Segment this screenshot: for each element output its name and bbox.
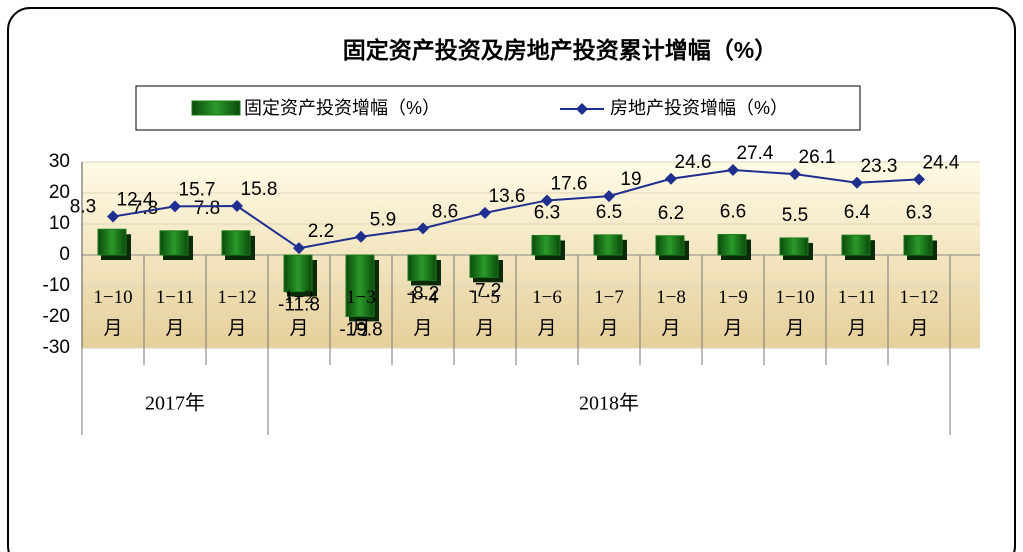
marker: [727, 164, 739, 177]
x-tick-label: 1−4 月: [408, 287, 438, 339]
marker: [169, 200, 181, 213]
data-label: 6.6: [720, 202, 746, 223]
data-label: 6.2: [658, 203, 684, 224]
bar: [97, 228, 127, 256]
data-label: -19.8: [339, 319, 382, 340]
y-tick-label: -20: [43, 306, 70, 327]
group-label: 2017年: [145, 392, 205, 415]
bar: [531, 234, 561, 256]
marker: [107, 210, 119, 223]
data-label: -11.8: [278, 295, 320, 316]
y-tick-label: 0: [59, 244, 70, 265]
marker: [479, 206, 491, 219]
bar: [903, 234, 933, 256]
legend: [135, 85, 861, 131]
data-label: 7.8: [132, 198, 158, 219]
data-label: 15.7: [179, 179, 216, 200]
y-tick-label: 20: [49, 182, 70, 203]
legend-label: 房地产投资增幅（%）: [610, 98, 788, 118]
data-label: 26.1: [799, 147, 836, 168]
bar: [655, 235, 685, 256]
marker: [851, 176, 863, 189]
y-tick-label: 30: [49, 151, 70, 172]
marker: [293, 242, 305, 255]
data-label: -7.2: [469, 280, 502, 301]
data-label: 5.5: [782, 205, 808, 226]
data-label: 15.8: [241, 179, 278, 200]
bar: [221, 230, 251, 256]
x-tick-label: 1−11 月: [155, 287, 195, 339]
bar: [159, 230, 189, 256]
data-label: 6.4: [844, 202, 871, 223]
marker: [789, 168, 801, 181]
data-label: 2.2: [308, 221, 334, 242]
x-tick-label: 1−12 月: [899, 287, 939, 339]
x-tick-label: 1−10 月: [775, 287, 815, 339]
marker: [417, 222, 429, 235]
data-label: 24.6: [675, 152, 712, 173]
bar: [407, 254, 437, 281]
y-tick-label: 10: [49, 213, 70, 234]
marker: [665, 172, 677, 185]
data-label: 6.3: [906, 202, 932, 223]
x-tick-label: 1−7 月: [594, 287, 624, 339]
data-label: 8.3: [70, 196, 96, 217]
marker: [355, 230, 367, 243]
x-tick-label: 1−6 月: [532, 287, 562, 339]
data-label: 7.8: [194, 198, 220, 219]
group-label: 2018年: [579, 392, 639, 415]
x-tick-label: 1−8 月: [656, 287, 686, 339]
legend-label: 固定资产投资增幅（%）: [244, 98, 440, 118]
bar: [841, 234, 871, 256]
data-label: 13.6: [489, 186, 526, 207]
data-label: 17.6: [551, 173, 588, 194]
data-label: 19: [620, 169, 641, 190]
x-tick-label: 1−11 月: [837, 287, 877, 339]
chart-title: 固定资产投资及房地产投资累计增幅（%）: [343, 37, 777, 63]
data-label: 23.3: [861, 156, 898, 177]
x-tick-label: 1−5 月: [470, 287, 500, 339]
legend-swatch: [191, 100, 241, 116]
bar: [779, 237, 809, 256]
data-label: 6.5: [596, 202, 622, 223]
data-label: 6.3: [534, 202, 560, 223]
marker: [913, 173, 925, 186]
y-tick-label: -30: [43, 337, 70, 358]
x-tick-label: 1−12 月: [217, 287, 257, 339]
data-label: 5.9: [370, 210, 396, 231]
bar: [283, 254, 313, 293]
x-tick-label: 1−2 月: [284, 287, 314, 339]
x-tick-label: 1−9 月: [718, 287, 748, 339]
data-label: 27.4: [737, 143, 774, 164]
legend-marker: [576, 103, 588, 115]
line: [112, 169, 920, 250]
x-tick-label: 1−10 月: [93, 287, 133, 339]
y-tick-label: -10: [43, 275, 70, 296]
bar: [717, 234, 747, 256]
marker: [231, 200, 243, 213]
bar: [593, 234, 623, 256]
marker: [541, 194, 553, 207]
marker: [603, 190, 615, 203]
data-label: 8.6: [432, 201, 458, 222]
x-tick-label: 1−3 月: [346, 287, 376, 339]
bar: [345, 254, 375, 317]
bar: [469, 254, 499, 278]
data-label: 24.4: [923, 152, 960, 173]
data-label: 12.4: [117, 190, 154, 211]
data-label: -8.2: [407, 283, 440, 304]
